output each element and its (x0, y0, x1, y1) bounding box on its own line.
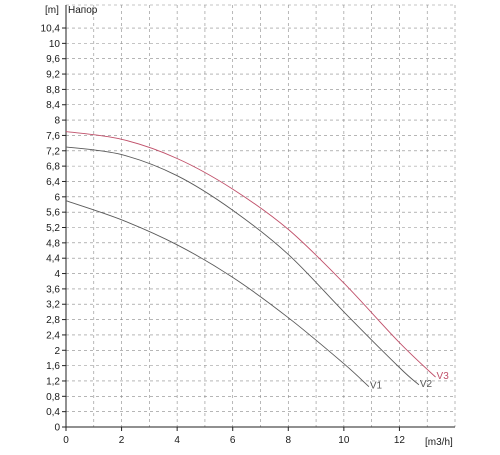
y-tick-label: 6,4 (46, 177, 60, 188)
y-tick-label: 4,8 (46, 238, 60, 249)
y-tick-label: 7,6 (46, 131, 60, 142)
chart-title: Напор (68, 5, 98, 16)
y-tick-label: 9,6 (46, 54, 60, 65)
y-axis-unit-label: [m] (45, 5, 59, 16)
y-tick-label: 9,2 (46, 70, 60, 81)
x-tick-label: 12 (394, 435, 406, 446)
y-tick-label: 6 (54, 192, 60, 203)
y-tick-label: 0,8 (46, 392, 60, 403)
y-tick-label: 8,8 (46, 85, 60, 96)
series-label-v3: V3 (437, 371, 450, 382)
y-tick-label: 4 (54, 269, 60, 280)
y-tick-label: 5,2 (46, 223, 60, 234)
y-tick-label: 3,2 (46, 300, 60, 311)
y-tick-label: 2,8 (46, 315, 60, 326)
series-label-v2: V2 (420, 379, 433, 390)
series-label-v1: V1 (370, 381, 383, 392)
x-tick-label: 2 (119, 435, 125, 446)
y-tick-label: 2,4 (46, 330, 60, 341)
axes (62, 5, 455, 431)
y-tick-label: 10,4 (41, 24, 61, 35)
y-tick-label: 5,6 (46, 208, 60, 219)
series-group: V1 V2 V3 (65, 131, 450, 392)
y-tick-label: 8,4 (46, 100, 60, 111)
x-tick-label: 6 (230, 435, 236, 446)
y-tick-label: 1,2 (46, 376, 60, 387)
series-line-v2 (65, 146, 420, 386)
x-axis-unit-label: [m3/h] (425, 437, 453, 448)
y-tick-label: 4,4 (46, 254, 60, 265)
y-tick-label: 6,8 (46, 162, 60, 173)
y-tick-label: 3,6 (46, 284, 60, 295)
y-tick-label: 1,6 (46, 361, 60, 372)
y-tick-label: 7,2 (46, 146, 60, 157)
y-tick-label: 8 (54, 116, 60, 127)
y-tick-label: 0 (54, 423, 60, 434)
tick-labels: 0 0,4 0,8 1,2 1,6 2 2,4 2,8 3,2 3,6 4 4,4 4,8 5,2 5,6 6… (41, 24, 406, 446)
y-tick-label: 0,4 (46, 407, 60, 418)
x-tick-label: 4 (174, 435, 180, 446)
x-tick-label: 8 (286, 435, 292, 446)
x-tick-label: 10 (338, 435, 350, 446)
x-tick-label: 0 (63, 435, 69, 446)
y-tick-label: 10 (49, 39, 61, 50)
y-tick-label: 2 (54, 346, 60, 357)
grid (66, 4, 456, 427)
series-line-v3 (65, 131, 436, 378)
series-line-v1 (65, 200, 370, 388)
